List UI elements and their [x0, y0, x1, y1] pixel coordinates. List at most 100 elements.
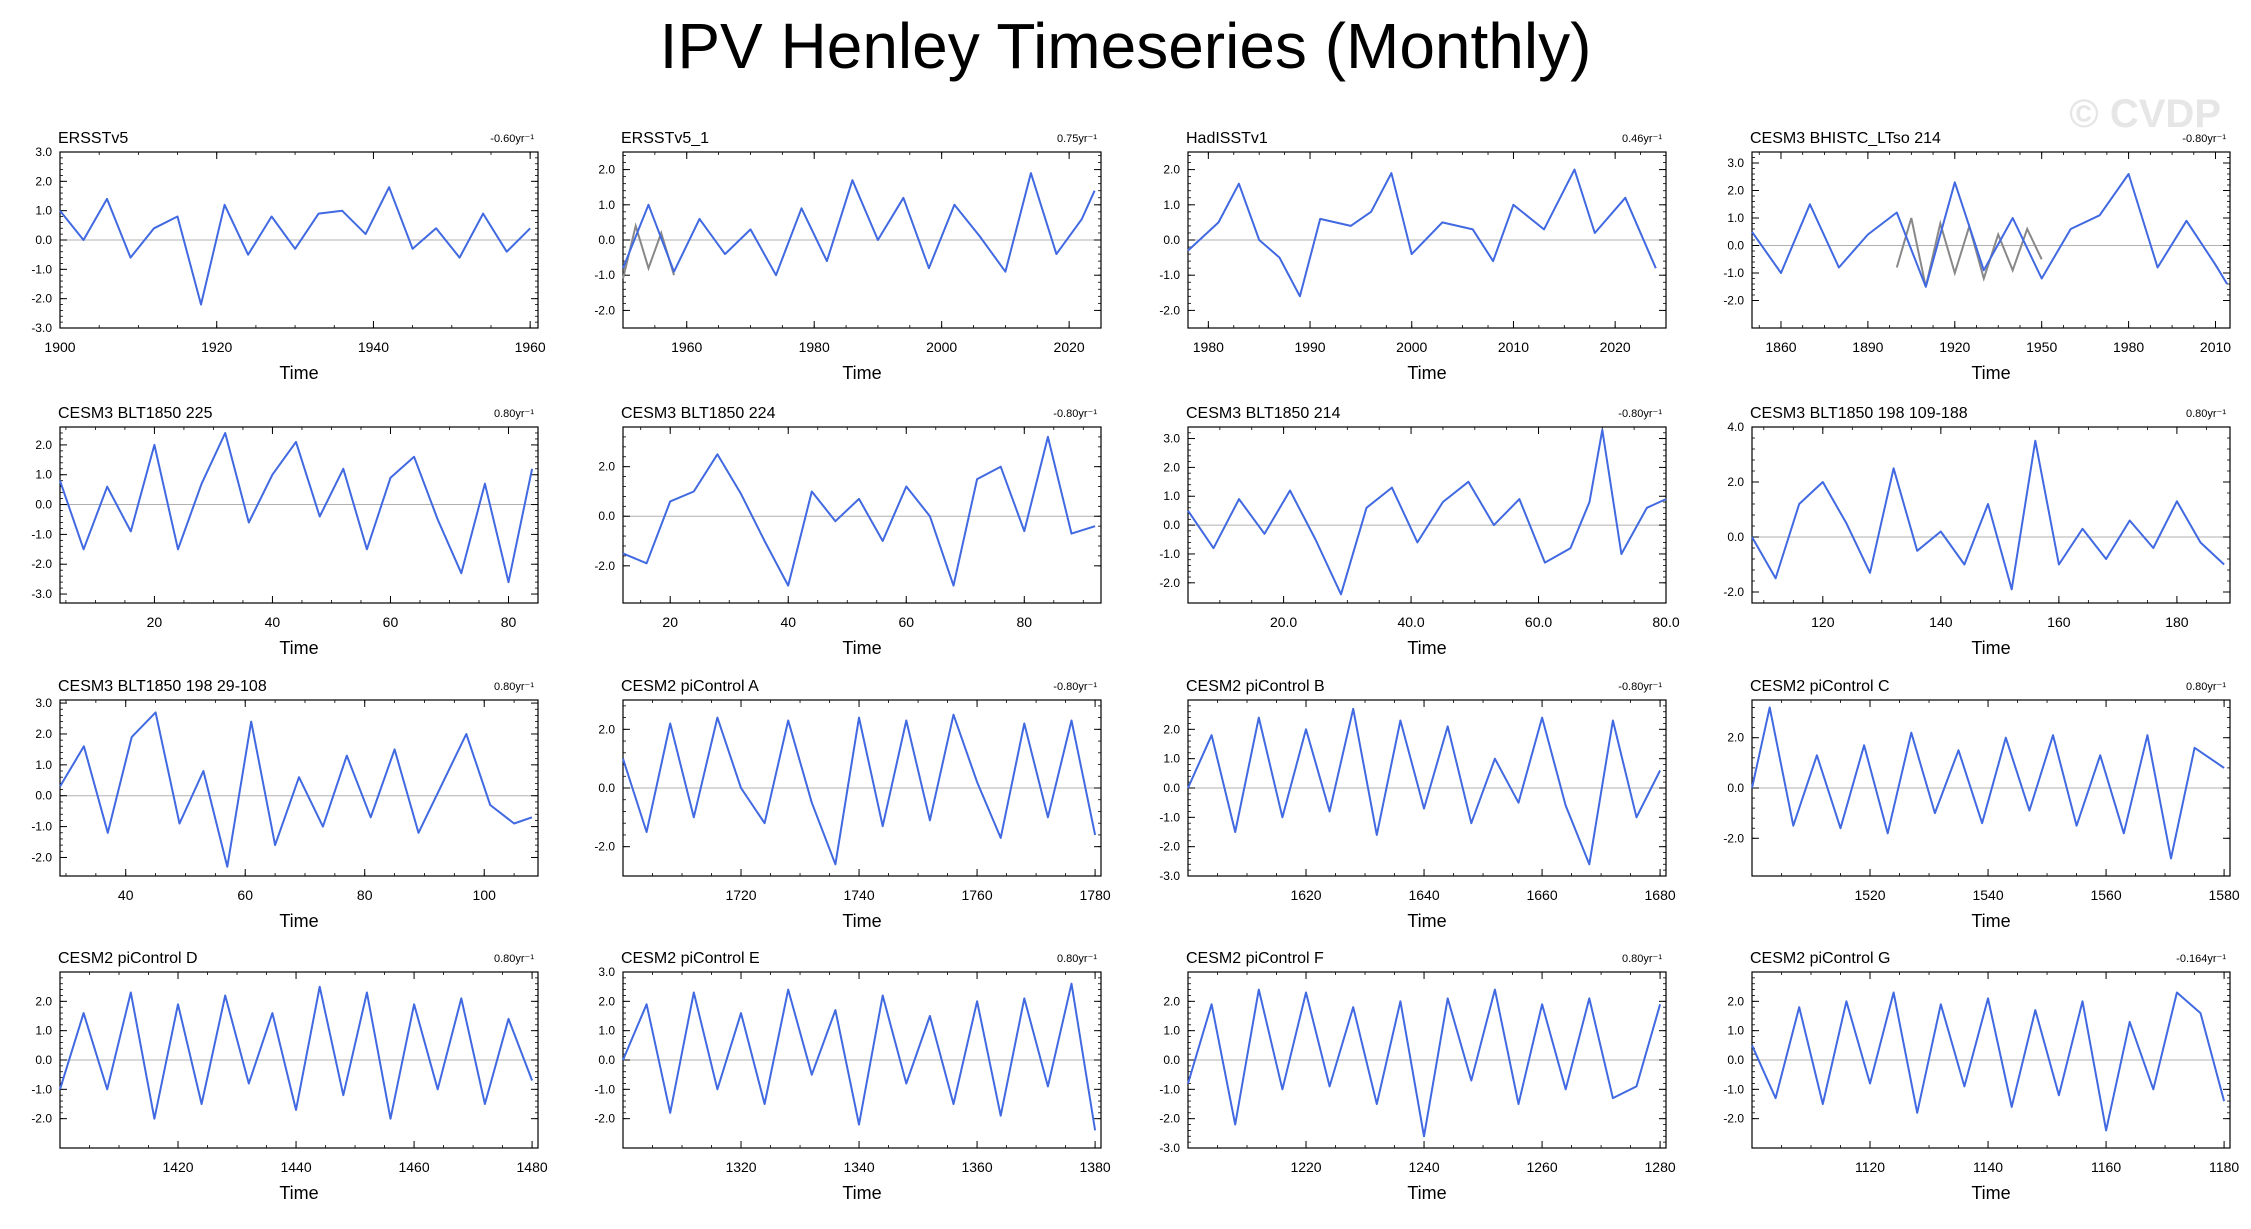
series-line: [622, 982, 1097, 1131]
y-tick-label: -2.0: [31, 292, 52, 306]
trend-label: 0.80yr⁻¹: [494, 681, 534, 693]
panel-label: CESM2 piControl D: [58, 950, 198, 967]
panel-label: CESM3 BLT1850 198 109-188: [1750, 405, 1968, 422]
x-tick-label: 1940: [358, 339, 389, 355]
y-tick-label: -2.0: [1159, 303, 1180, 317]
plot-frame: [59, 426, 539, 604]
panel-7: CESM3 BLT1850 214 -0.80yr⁻¹ -2.0 -1.0 0.0 1.0…: [1159, 405, 1680, 658]
x-tick-label: 20.0: [1270, 614, 1297, 630]
x-axis-label: Time: [842, 638, 881, 658]
x-tick-label: 1340: [843, 1159, 874, 1175]
x-tick-label: 60.0: [1525, 614, 1552, 630]
x-tick-label: 1480: [517, 1159, 548, 1175]
trend-label: 0.80yr⁻¹: [494, 408, 534, 420]
y-tick-label: -2.0: [31, 850, 52, 864]
x-tick-label: 60: [383, 614, 399, 630]
x-tick-label: 1560: [2090, 887, 2121, 903]
trend-label: -0.80yr⁻¹: [1618, 408, 1662, 420]
x-tick-label: 1460: [398, 1159, 429, 1175]
x-axis-label: Time: [1407, 363, 1446, 383]
y-tick-label: 1.0: [598, 1024, 615, 1038]
y-tick-label: 2.0: [35, 727, 52, 741]
x-tick-label: 1980: [799, 339, 830, 355]
panel-label: CESM3 BLT1850 198 29-108: [58, 678, 267, 695]
y-tick-label: 0.0: [598, 1053, 615, 1067]
x-tick-label: 1920: [201, 339, 232, 355]
x-tick-label: 1780: [1080, 887, 1111, 903]
y-tick-label: 2.0: [1163, 163, 1180, 177]
y-tick-label: 2.0: [598, 163, 615, 177]
x-axis-label: Time: [279, 363, 318, 383]
x-tick-label: 1980: [2113, 339, 2144, 355]
x-tick-label: 1580: [2209, 887, 2240, 903]
x-tick-label: 40.0: [1397, 614, 1424, 630]
panel-label: CESM3 BLT1850 225: [58, 405, 213, 422]
x-tick-label: 1760: [961, 887, 992, 903]
trend-label: -0.60yr⁻¹: [490, 133, 534, 145]
y-tick-label: -1.0: [31, 820, 52, 834]
x-tick-label: 1540: [1972, 887, 2003, 903]
panel-2: ERSSTv5_1 0.75yr⁻¹ -2.0 -1.0 0.0 1.0 2.0 1960 19…: [594, 130, 1102, 383]
x-tick-label: 1180: [2209, 1159, 2239, 1175]
panel-label: CESM3 BHISTC_LTso 214: [1750, 130, 1941, 147]
series-line: [1751, 991, 2226, 1132]
y-tick-label: 1.0: [35, 758, 52, 772]
y-tick-label: 3.0: [1727, 156, 1744, 170]
y-tick-label: 0.0: [1163, 1053, 1180, 1067]
x-tick-label: 1220: [1290, 1159, 1321, 1175]
series-line: [622, 713, 1097, 866]
x-tick-label: 1360: [961, 1159, 992, 1175]
y-tick-label: 2.0: [1727, 731, 1744, 745]
y-tick-label: -2.0: [1159, 840, 1180, 854]
x-axis-label: Time: [279, 1183, 318, 1203]
series-line: [59, 985, 534, 1120]
x-tick-label: 120: [1811, 614, 1835, 630]
y-tick-label: 1.0: [35, 204, 52, 218]
x-tick-label: 1990: [1294, 339, 1325, 355]
x-tick-label: 1160: [2091, 1159, 2121, 1175]
x-tick-label: 1960: [671, 339, 702, 355]
panel-label: CESM2 piControl F: [1186, 950, 1324, 967]
x-axis-label: Time: [842, 911, 881, 931]
x-tick-label: 1320: [725, 1159, 756, 1175]
y-tick-label: 0.0: [598, 233, 615, 247]
x-axis-label: Time: [279, 638, 318, 658]
y-tick-label: -2.0: [594, 559, 615, 573]
y-tick-label: 2.0: [35, 438, 52, 452]
x-axis-label: Time: [1407, 1183, 1446, 1203]
y-tick-label: 2.0: [1727, 184, 1744, 198]
x-tick-label: 1920: [1939, 339, 1970, 355]
panel-label: ERSSTv5: [58, 130, 128, 147]
y-tick-label: 0.0: [598, 781, 615, 795]
x-tick-label: 20: [147, 614, 163, 630]
x-tick-label: 1140: [1973, 1159, 2003, 1175]
panel-5: CESM3 BLT1850 225 0.80yr⁻¹ -3.0 -2.0 -1.0 0.0…: [31, 405, 539, 658]
series-line: [59, 186, 531, 306]
y-tick-label: 2.0: [1163, 994, 1180, 1008]
x-tick-label: 1720: [725, 887, 756, 903]
x-tick-label: 20: [662, 614, 678, 630]
y-tick-label: -1.0: [1159, 268, 1180, 282]
y-tick-label: 0.0: [1727, 530, 1744, 544]
x-tick-label: 1950: [2026, 339, 2057, 355]
plot-frame: [1187, 426, 1667, 604]
panel-label: CESM2 piControl E: [621, 950, 760, 967]
series-line: [1751, 173, 2228, 288]
x-tick-label: 80: [1016, 614, 1032, 630]
y-tick-label: 2.0: [1163, 722, 1180, 736]
panel-11: CESM2 piControl B -0.80yr⁻¹ -3.0 -2.0 -1.0 0.…: [1159, 678, 1676, 931]
x-tick-label: 2000: [1396, 339, 1427, 355]
series-line: [59, 711, 533, 868]
x-tick-label: 1890: [1852, 339, 1883, 355]
x-tick-label: 60: [237, 887, 253, 903]
x-tick-label: 1260: [1526, 1159, 1557, 1175]
series-line: [622, 435, 1096, 587]
y-tick-label: 0.0: [35, 233, 52, 247]
y-tick-label: -3.0: [31, 321, 52, 335]
y-tick-label: -1.0: [31, 262, 52, 276]
trend-label: -0.80yr⁻¹: [1618, 681, 1662, 693]
x-tick-label: 1980: [1193, 339, 1224, 355]
y-tick-label: -1.0: [1159, 547, 1180, 561]
y-tick-label: -1.0: [594, 268, 615, 282]
plot-frame: [622, 426, 1102, 604]
